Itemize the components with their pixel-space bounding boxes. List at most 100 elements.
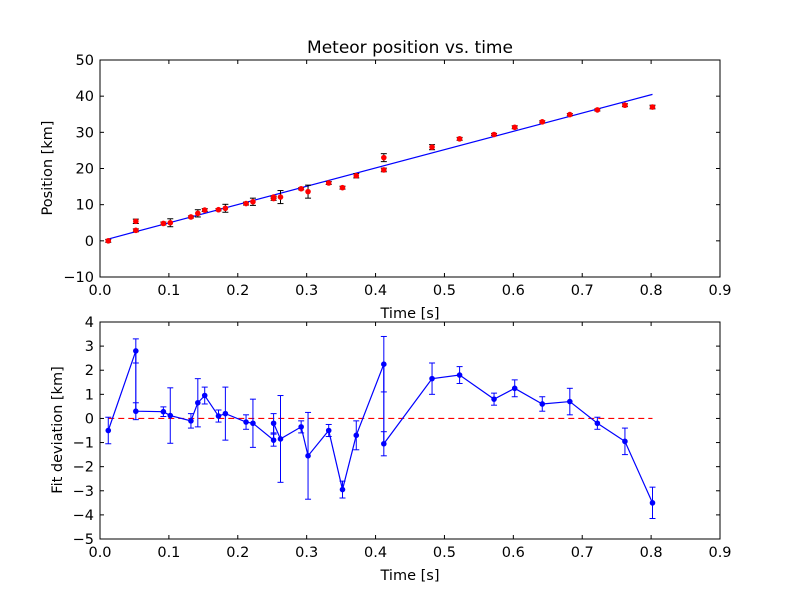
position-point bbox=[539, 119, 546, 125]
deviation-ytick-label: −5 bbox=[73, 532, 94, 548]
position-point bbox=[491, 131, 497, 138]
position-ytick-label: 50 bbox=[76, 53, 94, 69]
deviation-point bbox=[215, 413, 222, 419]
deviation-plot-xlabel: Time [s] bbox=[380, 568, 440, 584]
position-xtick-label: 0.4 bbox=[364, 283, 387, 299]
position-point bbox=[594, 107, 601, 113]
position-xtick-label: 0.6 bbox=[502, 283, 525, 299]
deviation-ytick-label: −4 bbox=[73, 508, 94, 524]
deviation-point bbox=[511, 385, 518, 392]
deviation-xtick-label: 0.6 bbox=[502, 545, 525, 561]
deviation-plot-frame bbox=[99, 321, 721, 540]
deviation-point bbox=[456, 372, 463, 378]
deviation-point bbox=[133, 408, 139, 415]
deviation-xtick-label: 0.0 bbox=[88, 545, 111, 561]
position-xtick-label: 0.2 bbox=[226, 283, 249, 299]
deviation-point bbox=[222, 410, 229, 417]
deviation-ytick-label: 4 bbox=[85, 315, 94, 331]
deviation-ytick-label: 2 bbox=[85, 363, 94, 379]
deviation-ytick-label: 0 bbox=[85, 411, 94, 427]
deviation-xtick-label: 0.5 bbox=[433, 545, 456, 561]
deviation-ytick-label: −1 bbox=[73, 436, 94, 452]
deviation-point bbox=[429, 375, 435, 382]
deviation-point bbox=[195, 399, 201, 406]
deviation-point bbox=[298, 424, 304, 430]
deviation-ytick-label: −2 bbox=[73, 460, 94, 476]
position-plot-ylabel: Position [km] bbox=[40, 121, 56, 216]
deviation-point bbox=[167, 412, 174, 419]
deviation-point bbox=[270, 420, 277, 427]
position-point bbox=[511, 124, 518, 131]
deviation-plot-marks bbox=[105, 335, 656, 520]
position-point bbox=[188, 214, 194, 220]
deviation-point bbox=[133, 348, 139, 354]
deviation-point bbox=[270, 437, 277, 443]
position-point bbox=[456, 136, 463, 142]
position-point bbox=[567, 111, 573, 118]
position-point bbox=[160, 220, 167, 227]
deviation-xtick-label: 0.2 bbox=[226, 545, 249, 561]
position-plot-ticks: 0.0 0.1 0.2 0.3 0.4 0.5 0.6 0.7 0.8 0.9 −10 0 10 20 30… bbox=[63, 53, 731, 299]
position-xtick-label: 0.0 bbox=[88, 283, 111, 299]
deviation-xtick-label: 0.3 bbox=[295, 545, 318, 561]
position-point bbox=[339, 184, 346, 191]
position-plot-xlabel: Time [s] bbox=[380, 306, 440, 322]
position-ytick-label: 20 bbox=[76, 162, 94, 178]
deviation-xtick-label: 0.1 bbox=[157, 545, 180, 561]
deviation-point bbox=[539, 401, 546, 407]
position-plot: Meteor position vs. time 0.0 0.1 0.2 0.3 0.4… bbox=[40, 38, 732, 322]
deviation-point bbox=[160, 408, 167, 415]
deviation-point bbox=[491, 396, 497, 402]
deviation-point bbox=[594, 420, 601, 427]
position-ytick-label: 0 bbox=[85, 234, 94, 250]
deviation-point bbox=[567, 398, 573, 405]
deviation-point bbox=[325, 427, 332, 434]
deviation-point bbox=[243, 419, 249, 425]
position-ytick-label: 40 bbox=[76, 89, 94, 105]
position-ytick-label: 30 bbox=[76, 125, 94, 141]
deviation-point bbox=[353, 432, 360, 439]
position-point bbox=[222, 205, 229, 212]
position-point bbox=[622, 102, 628, 109]
position-point bbox=[133, 218, 139, 225]
position-point bbox=[243, 200, 249, 207]
position-point bbox=[325, 180, 332, 186]
position-xtick-label: 0.7 bbox=[571, 283, 594, 299]
deviation-point bbox=[201, 392, 208, 399]
position-point bbox=[270, 194, 277, 200]
position-point bbox=[298, 185, 304, 192]
position-point bbox=[353, 172, 360, 179]
position-plot-title: Meteor position vs. time bbox=[307, 38, 513, 58]
position-point bbox=[381, 154, 387, 161]
deviation-point bbox=[649, 500, 656, 506]
position-point bbox=[305, 188, 311, 195]
deviation-xtick-label: 0.4 bbox=[364, 545, 387, 561]
position-ytick-label: 10 bbox=[76, 198, 94, 214]
deviation-plot: 0.0 0.1 0.2 0.3 0.4 0.5 0.6 0.7 0.8 0.9 −5 −4 −3 −2 −1… bbox=[50, 315, 732, 584]
position-xtick-label: 0.9 bbox=[708, 283, 731, 299]
position-ytick-label: −10 bbox=[63, 270, 94, 286]
position-point bbox=[167, 219, 174, 226]
position-xtick-label: 0.8 bbox=[640, 283, 663, 299]
deviation-point bbox=[277, 436, 284, 442]
deviation-point bbox=[305, 453, 311, 459]
position-plot-marks bbox=[105, 93, 656, 244]
position-point bbox=[195, 210, 201, 217]
position-point bbox=[201, 207, 208, 213]
deviation-ytick-label: −3 bbox=[73, 484, 94, 500]
deviation-point bbox=[381, 440, 387, 447]
deviation-xtick-label: 0.9 bbox=[708, 545, 731, 561]
position-point bbox=[133, 227, 139, 234]
position-point bbox=[105, 238, 112, 244]
deviation-point bbox=[250, 420, 256, 427]
deviation-point bbox=[339, 486, 346, 493]
deviation-ytick-label: 3 bbox=[85, 339, 94, 355]
deviation-point bbox=[622, 438, 628, 445]
position-xtick-label: 0.3 bbox=[295, 283, 318, 299]
position-xtick-label: 0.5 bbox=[433, 283, 456, 299]
position-xtick-label: 0.1 bbox=[157, 283, 180, 299]
position-point bbox=[277, 194, 284, 200]
position-point bbox=[429, 144, 435, 150]
deviation-ytick-label: 1 bbox=[85, 387, 94, 403]
